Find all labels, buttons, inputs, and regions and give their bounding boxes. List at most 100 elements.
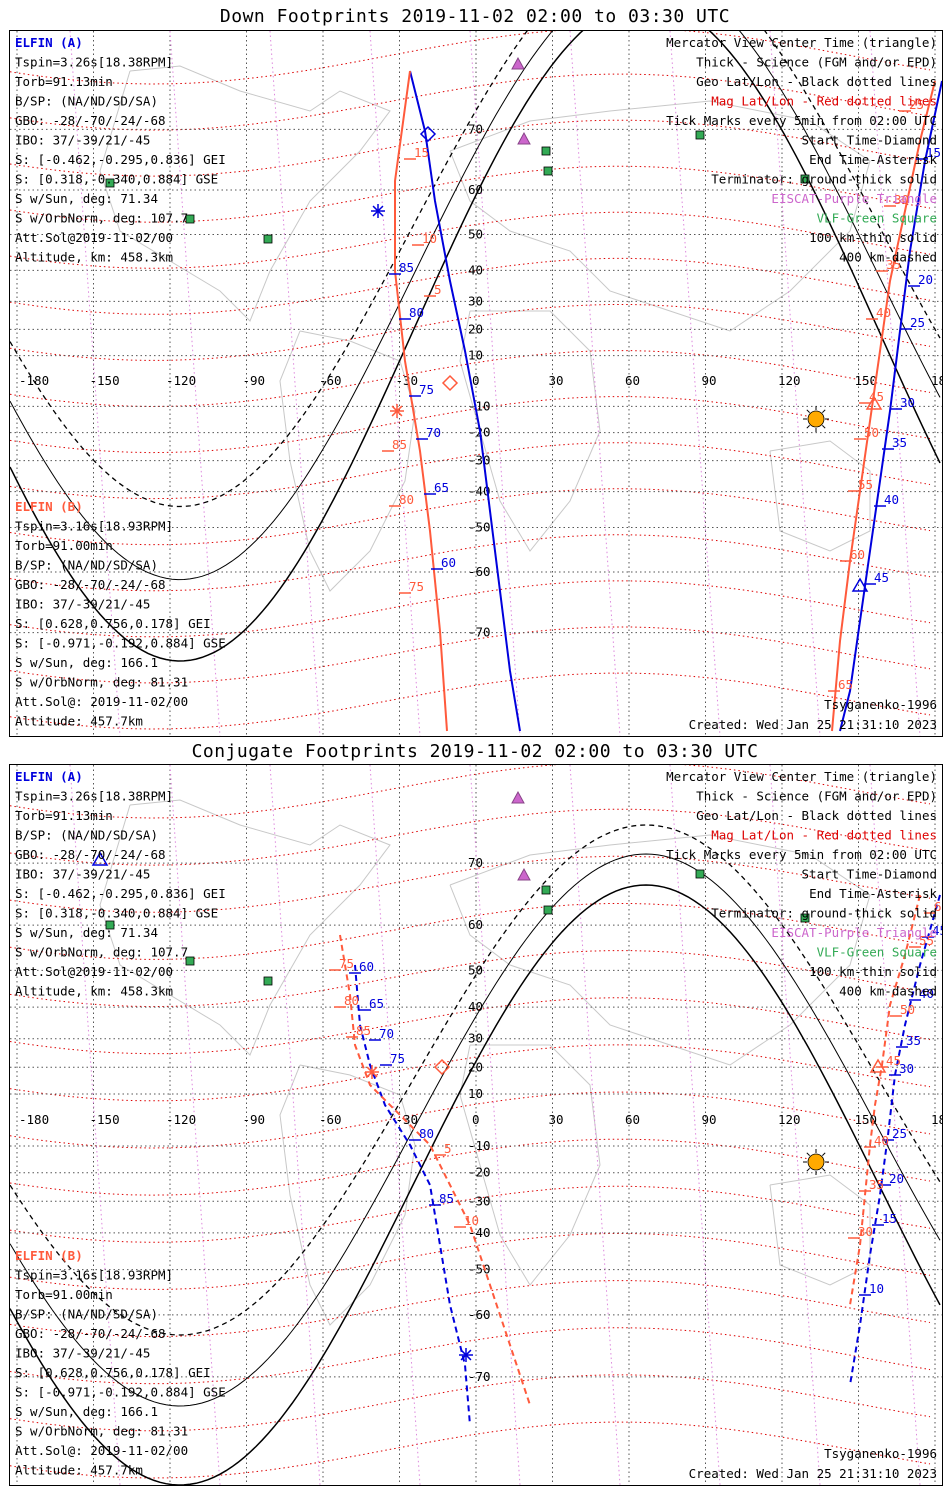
lat-label: -60 [468,564,491,579]
lon-label: 120 [778,1112,801,1127]
elfin-a-tick-label: 70 [379,1026,394,1041]
mag-lat-line [10,950,931,1008]
model-label: Tsyganenko-1996 [824,697,937,712]
sun-ray [822,409,826,413]
mag-meridian [469,765,521,1485]
elfin-b-east-tick-label: 55 [858,477,873,492]
elfin-a-east-tick-label: 40 [919,986,934,1001]
mag-meridian [369,765,421,1485]
coastline-4 [769,1174,871,1286]
elfin-b-tick-label: 75 [339,956,354,971]
elfin-a-east-tick-label: 10 [869,1281,884,1296]
elfin-b-info-line: IBO: 37/-39/21/-45 [15,1346,150,1361]
elfin-a-tick-label: 85 [439,1191,454,1206]
elfin-b-tick-label: 75 [409,579,424,594]
sun-ray [806,409,810,413]
elfin-a-info-line: GBO: -28/-70/-24/-68 [15,113,166,128]
coastline-1 [279,330,416,592]
elfin-b-east-tick-label: 55 [919,933,934,948]
mag-lat-line [10,765,931,819]
lon-label: -30 [396,1112,419,1127]
elfin-a-east-tick-label: 20 [889,1171,904,1186]
mag-lat-line [10,672,931,730]
elfin-b-info-line: S: [0.628,0.756,0.178] GEI [15,616,211,631]
elfin-b-heading: ELFIN (B) [15,1248,83,1263]
elfin-a-east-tick-label: 35 [892,435,907,450]
end-asterisk-icon [372,205,384,217]
elfin-b-tick-label: 80 [399,492,414,507]
legend-line: EISCAT-Purple Triangle [771,191,937,206]
elfin-b-tick-label: 5 [444,1141,452,1156]
elfin-a-tick-label: 80 [409,305,424,320]
elfin-b-east-tick-label: 35 [869,1177,884,1192]
coastline-4 [769,440,871,552]
elfin-a-tick-label: 85 [399,260,414,275]
lat-label: 70 [468,855,483,870]
lon-label: 120 [778,373,801,388]
elfin-b-track-east [831,80,936,732]
mag-meridian [869,31,921,736]
down-footprints-panel: -180-150-120-90-60-300306090120150180706… [9,30,943,737]
elfin-a-info-line: S: [0.318,-0.340,0.884] GSE [15,172,218,187]
coastline-0 [99,65,391,322]
mag-meridian [169,31,221,736]
lon-label: 30 [549,373,564,388]
elfin-a-info-line: S: [-0.462,-0.295,0.836] GEI [15,886,226,901]
conjugate-footprints-panel: -180-150-120-90-60-300306090120150180706… [9,764,943,1486]
sun-ray [806,425,810,429]
terminator-100km [10,31,941,581]
legend-line: Terminator: ground-thick solid [711,906,937,921]
elfin-a-east-tick-label: 30 [899,1061,914,1076]
lat-label: 20 [468,321,483,336]
lon-label: -90 [243,1112,266,1127]
legend-line: Thick - Science (FGM and/or EPD) [696,55,937,70]
vlf-square-icon [800,174,810,184]
elfin-a-tick-label: 65 [434,480,449,495]
legend-line: End Time-Asterisk [809,152,937,167]
elfin-b-track [394,70,448,732]
elfin-b-info-line: S w/Sun, deg: 166.1 [15,1404,158,1419]
lat-label: -10 [468,1138,491,1153]
created-label: Created: Wed Jan 25 21:31:10 2023 [689,717,937,732]
elfin-b-east-tick-label: 65 [838,677,853,692]
lon-label: -60 [319,1112,342,1127]
elfin-b-tick-label: 80 [344,993,359,1008]
elfin-a-track [409,70,521,732]
end-asterisk-icon [366,1066,378,1078]
mag-lat-line [10,119,931,177]
elfin-b-east-tick-label: 45 [886,1053,901,1068]
elfin-b-tick-label: 10 [464,1213,479,1228]
elfin-b-info-line: Torb=91.00min [15,538,113,553]
vlf-square-icon [185,214,195,224]
elfin-b-east-tick-label: 60 [850,547,865,562]
elfin-a-east-tick-label: 35 [906,1033,921,1048]
elfin-b-info-line: S w/Sun, deg: 166.1 [15,655,158,670]
elfin-a-east-tick-label: 45 [874,570,889,585]
elfin-b-info-line: Altitude: 457.7km [15,1463,143,1478]
elfin-b-info-line: IBO: 37/-39/21/-45 [15,597,150,612]
eiscat-triangle-icon [511,56,525,70]
lon-label: -30 [396,373,419,388]
mag-meridian [469,31,521,736]
lat-label: -70 [468,625,491,640]
mag-meridian [269,31,321,736]
vlf-square-icon [695,130,705,140]
center-time-triangle-icon [851,577,869,592]
lon-label: -150 [90,373,120,388]
elfin-b-track-east [849,894,921,1306]
elfin-b-east-tick-label: 25 [909,97,924,112]
mag-lat-line [10,257,931,315]
elfin-b-info-line: Torb=91.00min [15,1287,113,1302]
elfin-a-track-east [849,894,941,1386]
mag-lat-line [10,1138,931,1196]
elfin-b-info-line: B/SP: (NA/ND/SD/SA) [15,1307,158,1322]
elfin-a-info-line: Altitude, km: 458.3km [15,250,173,265]
mag-lat-line [10,442,931,500]
created-label: Created: Wed Jan 25 21:31:10 2023 [689,1466,937,1481]
mag-meridian [669,31,721,736]
legend-line: EISCAT-Purple Triangle [771,925,937,940]
elfin-b-info-line: GBO: -28/-70/-24/-68 [15,577,166,592]
elfin-b-info-line: Tspin=3.16s[18.93RPM] [15,519,173,534]
lon-label: 90 [702,1112,717,1127]
start-diamond-icon [433,1058,451,1076]
